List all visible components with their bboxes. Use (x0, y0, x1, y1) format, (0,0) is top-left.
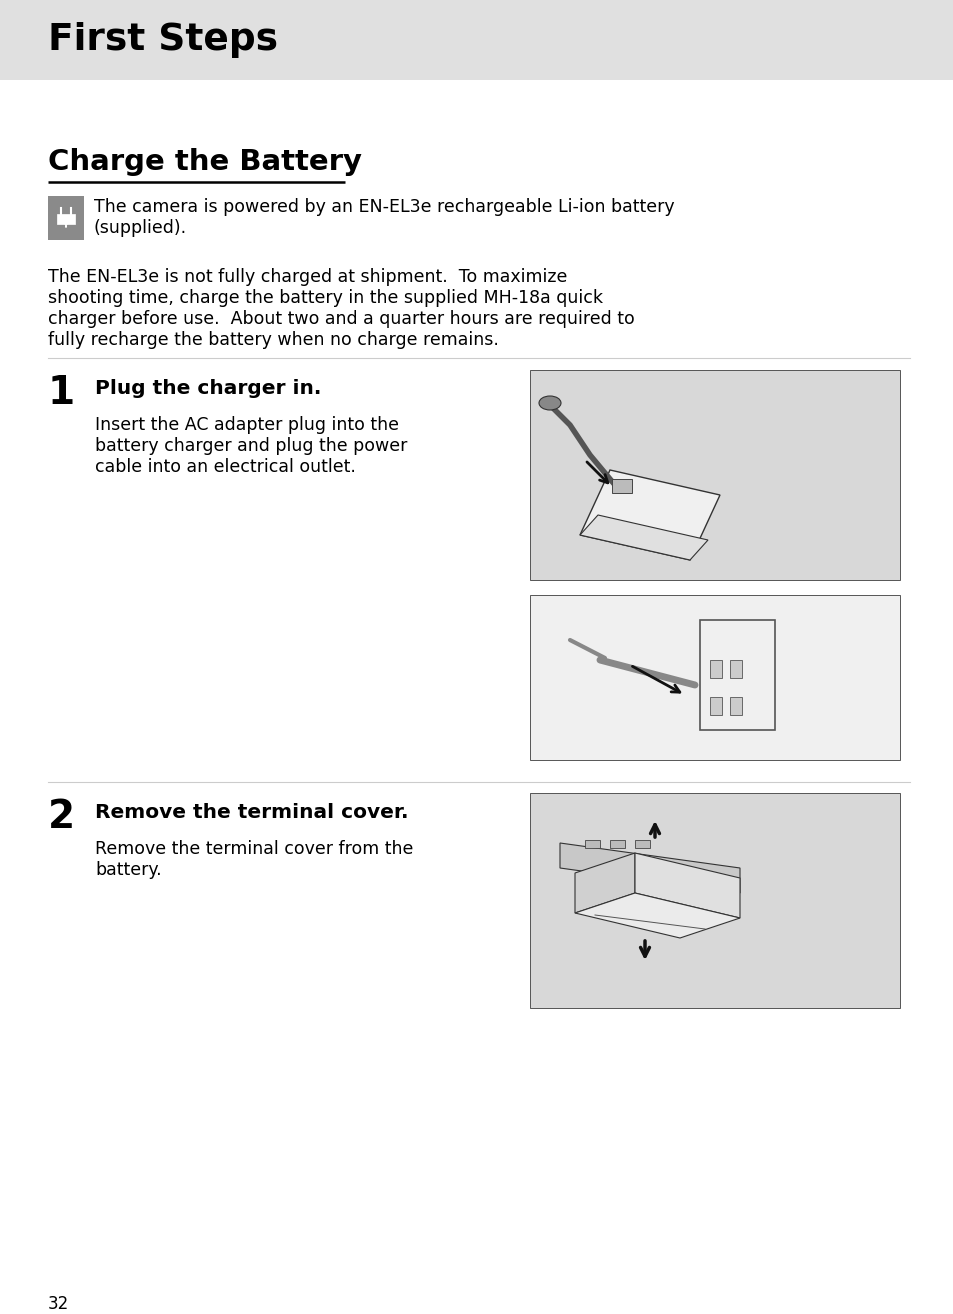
Bar (530, 794, 899, 1008)
Bar (530, 371, 899, 579)
Text: The EN-EL3e is not fully charged at shipment.  To maximize: The EN-EL3e is not fully charged at ship… (48, 268, 567, 286)
Polygon shape (579, 515, 707, 560)
Bar (709, 696, 721, 715)
Text: battery.: battery. (95, 861, 161, 879)
Text: shooting time, charge the battery in the supplied MH-18a quick: shooting time, charge the battery in the… (48, 289, 602, 307)
Text: Charge the Battery: Charge the Battery (48, 148, 361, 176)
Text: charger before use.  About two and a quarter hours are required to: charger before use. About two and a quar… (48, 310, 634, 328)
Bar (729, 660, 741, 678)
Polygon shape (635, 853, 740, 918)
Text: 1: 1 (48, 374, 75, 413)
Ellipse shape (538, 396, 560, 410)
Bar (57, 214, 75, 223)
Text: First Steps: First Steps (48, 22, 277, 58)
Text: 2: 2 (48, 798, 75, 836)
Text: cable into an electrical outlet.: cable into an electrical outlet. (95, 459, 355, 476)
Bar (0, 0, 953, 80)
Text: The camera is powered by an EN-EL3e rechargeable Li-ion battery: The camera is powered by an EN-EL3e rech… (94, 198, 674, 215)
Text: (supplied).: (supplied). (94, 219, 187, 237)
Polygon shape (575, 894, 740, 938)
Text: Remove the terminal cover from the: Remove the terminal cover from the (95, 840, 413, 858)
Bar (729, 696, 741, 715)
Bar (709, 660, 721, 678)
Bar (700, 620, 774, 731)
Text: 32: 32 (48, 1296, 70, 1313)
Bar (584, 840, 599, 848)
Text: fully recharge the battery when no charge remains.: fully recharge the battery when no charg… (48, 331, 498, 350)
Bar (635, 840, 649, 848)
Polygon shape (559, 844, 740, 894)
Polygon shape (579, 470, 720, 560)
Text: Remove the terminal cover.: Remove the terminal cover. (95, 803, 408, 823)
Text: battery charger and plug the power: battery charger and plug the power (95, 438, 407, 455)
Bar (609, 840, 624, 848)
Bar (612, 480, 631, 493)
Polygon shape (575, 853, 635, 913)
Text: Insert the AC adapter plug into the: Insert the AC adapter plug into the (95, 417, 398, 434)
Bar (48, 196, 84, 240)
Bar (530, 595, 899, 759)
Text: Plug the charger in.: Plug the charger in. (95, 378, 321, 398)
